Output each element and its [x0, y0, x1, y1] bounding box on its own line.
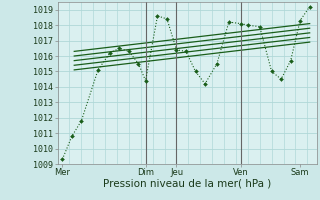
X-axis label: Pression niveau de la mer( hPa ): Pression niveau de la mer( hPa )	[103, 179, 271, 189]
